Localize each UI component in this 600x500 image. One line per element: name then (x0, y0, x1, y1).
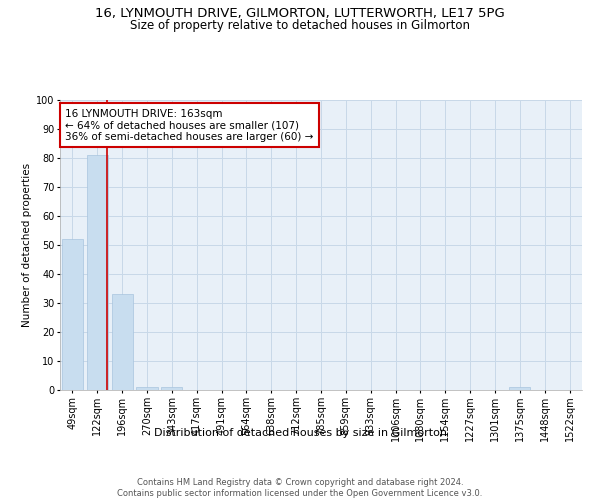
Bar (136, 387, 158, 390)
Text: 16 LYNMOUTH DRIVE: 163sqm
← 64% of detached houses are smaller (107)
36% of semi: 16 LYNMOUTH DRIVE: 163sqm ← 64% of detac… (65, 108, 314, 142)
Bar (62, 239, 83, 390)
Text: Distribution of detached houses by size in Gilmorton: Distribution of detached houses by size … (154, 428, 446, 438)
Y-axis label: Number of detached properties: Number of detached properties (22, 163, 32, 327)
Bar (509, 387, 530, 390)
Bar (112, 294, 133, 390)
Text: Size of property relative to detached houses in Gilmorton: Size of property relative to detached ho… (130, 18, 470, 32)
Bar (87, 155, 108, 390)
Text: Contains HM Land Registry data © Crown copyright and database right 2024.
Contai: Contains HM Land Registry data © Crown c… (118, 478, 482, 498)
Text: 16, LYNMOUTH DRIVE, GILMORTON, LUTTERWORTH, LE17 5PG: 16, LYNMOUTH DRIVE, GILMORTON, LUTTERWOR… (95, 8, 505, 20)
Bar (161, 387, 182, 390)
